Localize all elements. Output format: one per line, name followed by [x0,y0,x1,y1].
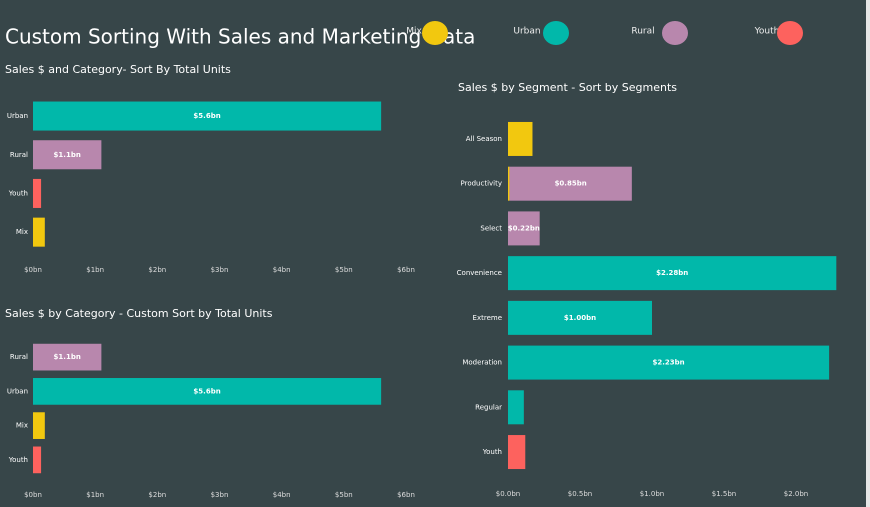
legend-swatch [543,21,569,45]
x-tick-label: $0bn [24,491,42,499]
bar-segment [508,435,526,470]
chart-title: Sales $ and Category- Sort By Total Unit… [5,63,231,76]
x-tick-label: $4bn [273,491,291,499]
x-tick-label: $3bn [211,491,229,499]
x-tick-label: $2.0bn [784,490,808,498]
bar [33,101,382,131]
bar-segment [508,121,533,156]
x-tick-label: $4bn [273,266,291,274]
y-tick-label: Youth [8,189,28,197]
bar-segment [508,390,524,425]
page-title: Custom Sorting With Sales and Marketing … [5,25,475,49]
data-label: $0.85bn [555,180,587,188]
y-tick-label: Select [480,224,502,232]
bar-segment [508,166,510,201]
legend-label: Mix [406,27,422,37]
bar-segment [508,345,830,380]
legend-label: Rural [631,27,654,37]
data-label: $1.00bn [564,314,596,322]
legend-label: Youth [754,27,780,37]
data-label: $1.1bn [54,151,81,159]
bar [33,412,45,439]
data-label: $5.6bn [193,387,220,395]
x-tick-label: $2bn [148,266,166,274]
data-label: $2.23bn [652,359,684,367]
x-tick-label: $6bn [397,491,415,499]
y-tick-label: Extreme [473,314,502,322]
bar-segment [508,300,652,335]
legend-swatch [777,21,803,45]
y-tick-label: All Season [466,135,502,143]
x-tick-label: $1bn [86,491,104,499]
x-tick-label: $1.0bn [640,490,664,498]
data-label: $0.22bn [508,224,540,232]
y-tick-label: Mix [16,228,28,236]
data-label: $2.28bn [656,269,688,277]
y-tick-label: Rural [10,353,28,361]
y-tick-label: Regular [475,403,502,411]
x-tick-label: $0bn [24,266,42,274]
y-tick-label: Urban [7,112,28,120]
y-tick-label: Urban [7,387,28,395]
x-tick-label: $5bn [335,491,353,499]
x-tick-label: $3bn [211,266,229,274]
y-tick-label: Productivity [461,180,503,188]
bar [33,446,42,474]
x-tick-label: $2bn [148,491,166,499]
x-tick-label: $1bn [86,266,104,274]
y-tick-label: Moderation [462,359,502,367]
bar [33,178,42,208]
x-tick-label: $0.0bn [496,490,520,498]
y-tick-label: Youth [482,448,502,456]
y-tick-label: Mix [16,422,28,430]
bar [33,343,102,371]
chart-title: Sales $ by Segment - Sort by Segments [458,81,677,94]
bar [33,140,102,170]
bar-segment [508,211,540,246]
x-tick-label: $6bn [397,266,415,274]
right-border [866,0,870,507]
x-tick-label: $0.5bn [568,490,592,498]
chart-title: Sales $ by Category - Custom Sort by Tot… [5,307,273,320]
bar-segment [508,256,837,291]
legend-swatch [422,21,448,45]
legend-label: Urban [513,27,540,37]
legend-swatch [662,21,688,45]
y-tick-label: Convenience [457,269,502,277]
bar [33,378,382,405]
bar [33,217,45,247]
x-tick-label: $5bn [335,266,353,274]
data-label: $1.1bn [54,353,81,361]
y-tick-label: Rural [10,151,28,159]
x-tick-label: $1.5bn [712,490,736,498]
y-tick-label: Youth [8,456,28,464]
bar-segment [509,166,632,201]
data-label: $5.6bn [193,112,220,120]
